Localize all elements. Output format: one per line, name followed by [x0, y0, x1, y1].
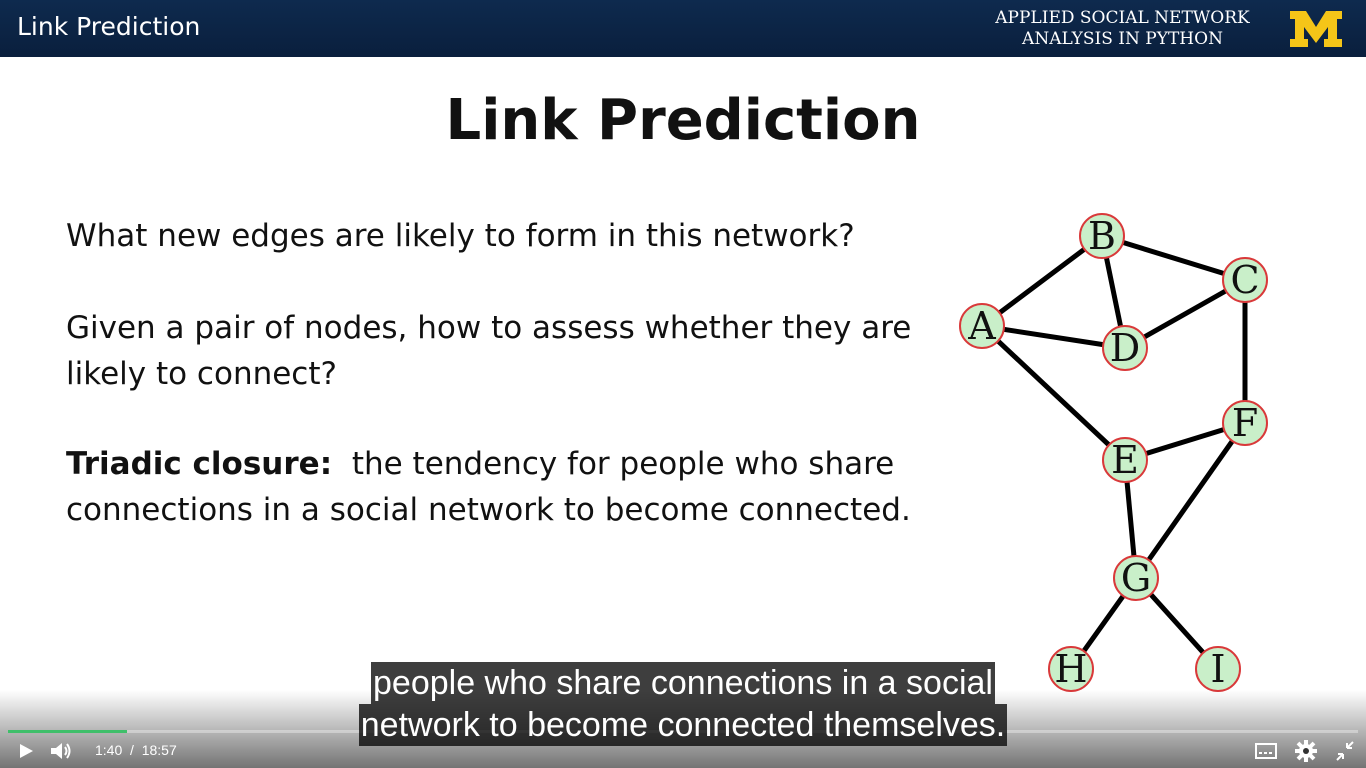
course-brand: APPLIED SOCIAL NETWORK ANALYSIS IN PYTHO… [975, 8, 1270, 50]
progress-fill [8, 730, 127, 733]
edge-f-g [1133, 421, 1248, 580]
brand-line-2: ANALYSIS IN PYTHON [1022, 29, 1223, 49]
settings-icon[interactable] [1294, 738, 1318, 764]
node-e: E [1102, 437, 1148, 483]
node-label: E [1111, 438, 1139, 482]
node-label: F [1232, 401, 1258, 445]
brand-line-1: APPLIED SOCIAL NETWORK [995, 8, 1250, 28]
exit-fullscreen-icon[interactable] [1334, 738, 1356, 764]
node-c: C [1222, 257, 1268, 303]
definition-line-2: connections in a social network to becom… [66, 492, 911, 528]
captions-icon[interactable] [1254, 738, 1278, 764]
volume-icon[interactable] [48, 738, 74, 764]
current-time: 1:40 [95, 742, 123, 758]
top-banner: Link Prediction APPLIED SOCIAL NETWORK A… [0, 0, 1366, 57]
node-label: D [1110, 326, 1140, 370]
university-logo [1290, 11, 1342, 47]
question-2-line-2: likely to connect? [66, 356, 337, 392]
caption-line-1: people who share connections in a social [371, 662, 995, 704]
edge-a-b [980, 234, 1104, 328]
node-f: F [1222, 400, 1268, 446]
node-label: H [1054, 647, 1087, 691]
duration: 18:57 [141, 742, 177, 758]
caption-line-2: network to become connected themselves. [358, 704, 1008, 746]
node-d: D [1102, 325, 1148, 371]
slide-title: Link Prediction [445, 88, 921, 153]
node-h: H [1048, 646, 1094, 692]
node-label: C [1230, 258, 1259, 302]
network-graph: A B C D E F G H I [959, 213, 1268, 692]
node-g: G [1113, 555, 1159, 601]
edge-a-e [980, 324, 1127, 462]
definition: Triadic closure: the tendency for people… [66, 441, 911, 533]
node-b: B [1079, 213, 1125, 259]
node-label: A [967, 304, 996, 348]
banner-title: Link Prediction [17, 12, 201, 41]
edge-b-c [1101, 233, 1246, 283]
play-icon[interactable] [16, 738, 36, 764]
definition-text: the tendency for people who share [351, 446, 895, 482]
question-1: What new edges are likely to form in thi… [66, 218, 855, 254]
question-2-line-1: Given a pair of nodes, how to assess whe… [66, 310, 912, 346]
node-label: B [1088, 214, 1116, 258]
definition-term: Triadic closure: [66, 446, 333, 482]
definition-line-1: Triadic closure: the tendency for people… [66, 441, 911, 487]
captions: people who share connections in a social… [0, 662, 1366, 746]
time-separator: / [130, 742, 134, 758]
node-label: G [1121, 556, 1151, 600]
question-2: Given a pair of nodes, how to assess whe… [66, 305, 911, 397]
time-display: 1:40 / 18:57 [95, 742, 177, 758]
node-label: I [1210, 647, 1225, 691]
edge-a-d [981, 323, 1126, 351]
node-a: A [959, 303, 1005, 349]
